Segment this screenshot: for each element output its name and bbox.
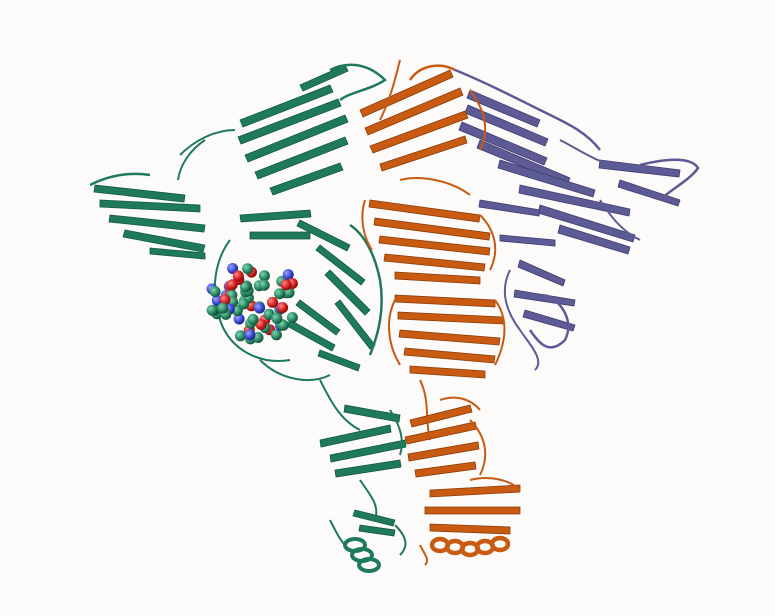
ligand-atom-sphere [232, 270, 244, 282]
ligand-atom-sphere [238, 298, 249, 310]
ligand-atom-sphere [233, 313, 245, 325]
ligand-atom-sphere [239, 281, 251, 293]
ligand-atom-sphere [206, 304, 218, 316]
ligand-atom-sphere [227, 263, 239, 274]
chain-c-ribbon [454, 68, 700, 371]
ligand-atom-sphere [219, 294, 231, 306]
ligand-atom-sphere [255, 319, 267, 330]
ligand-atom-sphere [217, 302, 229, 314]
ligand-atom-sphere [277, 319, 289, 331]
ligand-atom-sphere [226, 279, 238, 291]
ligand-atom-sphere [254, 302, 265, 314]
ligand-spacefill [206, 263, 298, 345]
ligand-atom-sphere [280, 279, 292, 291]
ligand-atom-sphere [242, 263, 254, 275]
ligand-atom-sphere [270, 329, 282, 341]
ligand-atom-sphere [286, 312, 298, 323]
ligand-atom-sphere [234, 330, 246, 342]
ligand-atom-sphere [267, 296, 278, 308]
ligand-atom-sphere [274, 288, 286, 300]
ligand-atom-sphere [258, 270, 270, 282]
chain-a-ribbon [89, 63, 407, 573]
ligand-atom-sphere [244, 329, 256, 341]
ligand-atom-sphere [277, 302, 289, 314]
chain-b-ribbon [359, 59, 521, 566]
ligand-atom-sphere [282, 269, 294, 281]
ligand-atom-sphere [258, 279, 270, 291]
ligand-atom-sphere [247, 313, 259, 325]
ligand-atom-sphere [209, 286, 221, 298]
ligand-atom-sphere [271, 312, 283, 324]
